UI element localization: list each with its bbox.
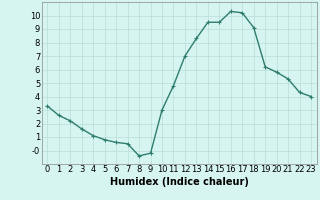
- X-axis label: Humidex (Indice chaleur): Humidex (Indice chaleur): [110, 177, 249, 187]
